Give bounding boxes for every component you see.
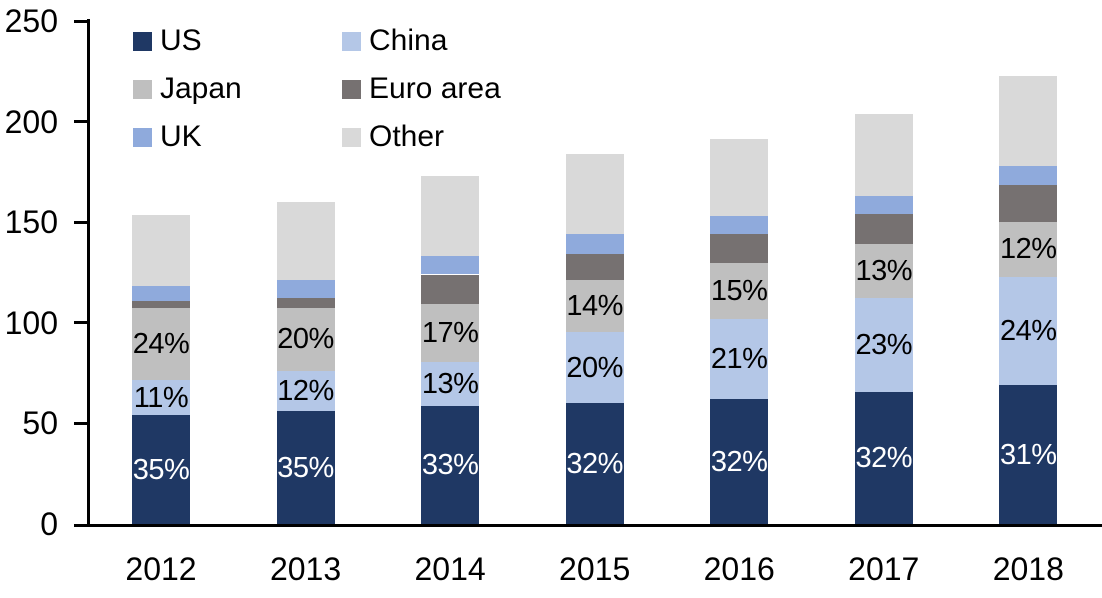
segment-percgroup-label: 12% (277, 375, 334, 408)
x-axis-line (74, 524, 1102, 527)
bar-segment-china (421, 362, 480, 407)
bar-segment-us (710, 399, 769, 524)
legend-swatch-us (133, 32, 152, 51)
segment-percgroup-label: 14% (566, 289, 623, 322)
y-tick-label: 100 (4, 304, 58, 341)
segment-percgroup-label: 23% (855, 328, 913, 361)
bar-segment-euro-area (276, 297, 335, 308)
x-tick-label: 2015 (559, 551, 631, 587)
bar-segment-us (276, 411, 335, 524)
bar-segment-euro-area (132, 300, 190, 308)
legend-swatch-uk (133, 128, 152, 147)
y-axis-line (87, 19, 90, 527)
bar-segment-us (421, 406, 480, 524)
legend-swatch-euro-area (342, 80, 361, 99)
bar-segment-china (276, 371, 335, 412)
bar-segment-other (276, 202, 335, 280)
legend-swatch-japan (133, 80, 152, 99)
y-tick-label: 200 (4, 103, 58, 140)
bar-segment-other (565, 153, 624, 235)
y-tick-label: 0 (40, 506, 58, 542)
y-tick-label: 250 (4, 3, 58, 39)
legend-label-other: Other (369, 120, 445, 153)
segment-percgroup-label: 13% (421, 368, 479, 401)
segment-percgroup-label: 24% (132, 327, 190, 360)
segment-percgroup-label: 33% (421, 449, 479, 482)
bar-segment-uk (565, 234, 624, 255)
x-tick-label: 2012 (125, 551, 197, 587)
segment-percgroup-label: 32% (855, 442, 913, 475)
segment-percgroup-label: 20% (566, 351, 623, 384)
legend-label-japan: Japan (160, 72, 242, 105)
x-tick-label: 2016 (703, 551, 775, 587)
bar-segment-china (710, 318, 769, 400)
segment-percgroup-label: 32% (566, 447, 623, 480)
bar-segment-other (421, 175, 480, 257)
bar-segment-uk (421, 256, 480, 275)
segment-percgroup-label: 13% (855, 254, 913, 287)
segment-percgroup-label: 12% (1000, 233, 1057, 266)
segment-percgroup-label: 35% (132, 453, 190, 486)
segment-percgroup-label: 35% (277, 451, 334, 484)
segment-percgroup-label: 32% (710, 445, 768, 478)
bar-segment-china (132, 380, 190, 416)
bar-segment-euro-area (421, 274, 480, 304)
y-tick-label: 150 (4, 204, 58, 241)
segment-percgroup-label: 15% (710, 275, 768, 308)
bar-segment-japan (854, 244, 913, 298)
segment-percgroup-label: 21% (710, 343, 768, 376)
bar-segment-other (999, 76, 1058, 166)
segment-percgroup-label: 17% (421, 316, 479, 349)
bar-segment-japan (132, 307, 190, 381)
bar-segment-uk (132, 285, 190, 301)
segment-percgroup-label: 24% (1000, 314, 1057, 347)
legend-swatch-china (342, 32, 361, 51)
bar-segment-uk (710, 216, 769, 235)
bar-segment-euro-area (565, 254, 624, 280)
y-tick (74, 19, 90, 23)
y-tick (74, 321, 90, 325)
bar-segment-uk (854, 196, 913, 215)
bar-segment-uk (999, 165, 1058, 185)
y-tick-label: 50 (22, 405, 58, 442)
bar-segment-us (565, 403, 624, 524)
bar-segment-us (132, 415, 190, 524)
bar-segment-euro-area (999, 184, 1058, 223)
legend-label-china: China (369, 24, 448, 57)
bar-segment-china (565, 331, 624, 404)
legend-swatch-other (342, 128, 361, 147)
legend-label-euro-area: Euro area (369, 72, 501, 105)
x-tick-label: 2014 (414, 551, 486, 587)
bar-segment-other (710, 138, 769, 217)
y-tick (74, 421, 90, 425)
segment-percgroup-label: 20% (277, 323, 334, 356)
bar-segment-euro-area (854, 214, 913, 245)
bar-segment-euro-area (710, 234, 769, 264)
x-tick-label: 2018 (992, 551, 1064, 587)
y-tick (74, 220, 90, 224)
bar-segment-japan (421, 303, 480, 363)
bar-segment-japan (999, 222, 1058, 277)
bar-segment-other (132, 215, 190, 286)
bar-segment-japan (276, 307, 335, 372)
bar-segment-us (854, 392, 913, 524)
legend-label-uk: UK (160, 120, 202, 153)
bar-segment-japan (710, 263, 769, 319)
bar-segment-japan (565, 279, 624, 332)
bar-segment-uk (276, 279, 335, 298)
bar-segment-china (854, 297, 913, 393)
legend-label-us: US (160, 24, 202, 57)
x-tick-label: 2013 (269, 551, 342, 587)
segment-percgroup-label: 31% (1000, 438, 1057, 471)
bar-segment-china (999, 276, 1058, 386)
x-tick-label: 2017 (848, 551, 920, 587)
segment-percgroup-label: 11% (133, 381, 189, 414)
bar-segment-us (999, 385, 1058, 524)
bar-segment-other (854, 113, 913, 197)
y-tick (74, 120, 90, 124)
